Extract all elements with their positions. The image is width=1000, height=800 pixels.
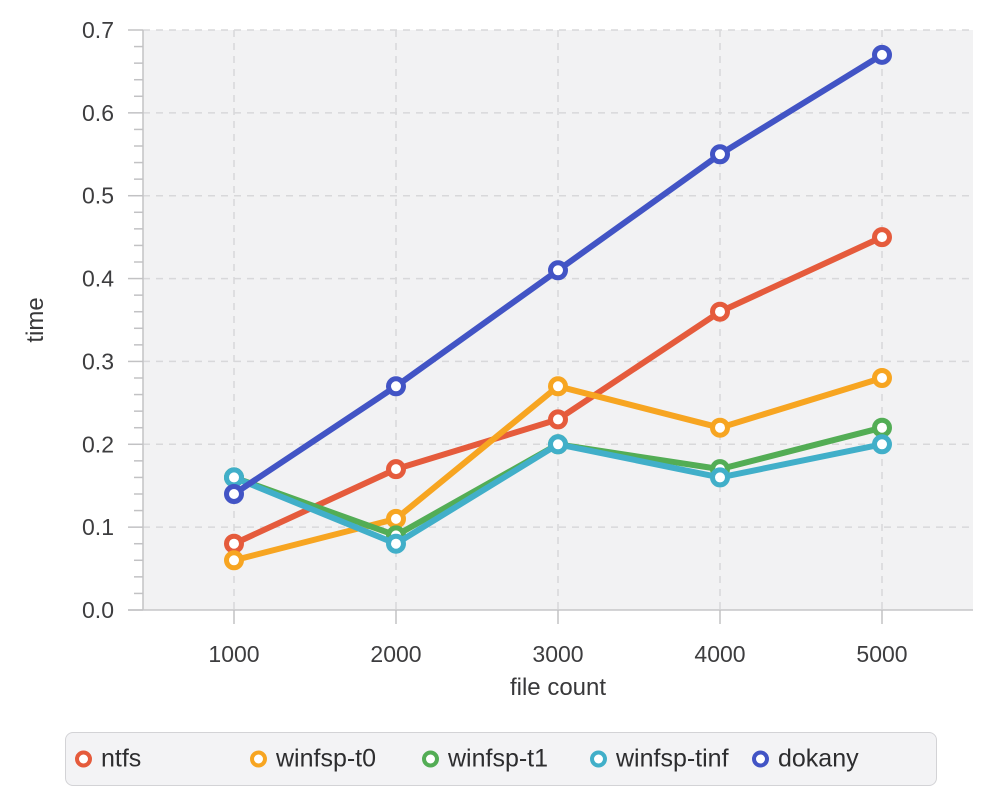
x-tick-label: 4000 <box>694 641 745 667</box>
data-point-marker <box>224 533 244 554</box>
legend-item-ntfs: ntfs <box>75 744 142 773</box>
legend-marker-icon <box>590 750 607 768</box>
legend-label: ntfs <box>101 744 142 773</box>
y-tick-label: 0.0 <box>82 597 114 623</box>
data-point-marker <box>548 434 568 455</box>
data-point-marker <box>224 484 244 504</box>
data-point-marker <box>548 376 568 397</box>
data-point-marker <box>872 417 892 438</box>
legend-marker-icon <box>752 750 769 768</box>
data-point-marker <box>386 533 406 554</box>
y-tick-label: 0.4 <box>82 266 114 292</box>
y-tick-label: 0.7 <box>82 17 114 43</box>
data-point-marker <box>386 459 406 480</box>
y-tick-label: 0.1 <box>82 514 114 540</box>
y-tick-label: 0.3 <box>82 348 114 374</box>
data-point-marker <box>548 260 568 281</box>
legend-label: dokany <box>778 744 859 773</box>
legend-item-winfsp-t1: winfsp-t1 <box>422 744 549 773</box>
data-point-marker <box>548 409 568 430</box>
x-tick-label: 2000 <box>370 641 421 667</box>
plot-svg: 0.0 0.1 0.2 0.3 0.4 0.5 0.6 0.7 1000 2000 3000 4000… <box>82 17 973 667</box>
data-point-marker <box>224 550 244 571</box>
x-tick-label: 1000 <box>208 641 259 667</box>
legend-marker-icon <box>250 750 267 768</box>
data-point-marker <box>872 44 892 65</box>
data-point-marker <box>386 376 406 397</box>
x-tick-label: 3000 <box>532 641 583 667</box>
legend-label: winfsp-t1 <box>448 744 549 773</box>
y-tick-label: 0.2 <box>82 431 114 457</box>
data-point-marker <box>710 301 730 322</box>
legend-label: winfsp-t0 <box>276 744 377 773</box>
data-point-marker <box>710 467 730 488</box>
data-point-marker <box>872 227 892 248</box>
series-winfsp-t0 <box>224 368 892 571</box>
legend-item-winfsp-t0: winfsp-t0 <box>250 744 377 773</box>
legend-label: winfsp-tinf <box>616 744 729 773</box>
data-point-marker <box>710 417 730 438</box>
y-tick-label: 0.6 <box>82 100 114 126</box>
data-point-marker <box>710 144 730 165</box>
data-point-marker <box>872 368 892 388</box>
series-dokany <box>224 44 892 504</box>
x-tick-label: 5000 <box>856 641 907 667</box>
legend-marker-icon <box>422 750 439 768</box>
series-ntfs <box>224 227 892 554</box>
legend-marker-icon <box>75 750 92 768</box>
data-point-marker <box>872 434 892 455</box>
legend: ntfs winfsp-t0 winfsp-t1 winfsp-tinf dok… <box>65 732 937 786</box>
x-axis-title: file count <box>509 674 607 701</box>
y-tick-label: 0.5 <box>82 183 114 209</box>
data-point-marker <box>224 467 244 488</box>
legend-item-winfsp-tinf: winfsp-tinf <box>590 744 729 773</box>
y-axis-title: time <box>22 297 49 343</box>
series-winfsp-tinf <box>224 434 892 554</box>
legend-item-dokany: dokany <box>752 744 859 773</box>
data-point-marker <box>386 508 406 529</box>
